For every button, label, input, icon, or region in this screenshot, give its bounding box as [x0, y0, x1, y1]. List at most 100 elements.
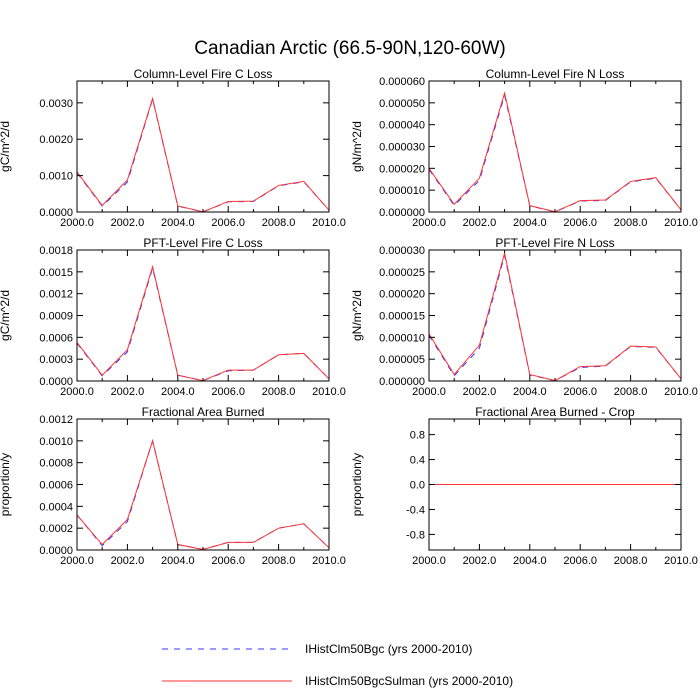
legend: IHistClm50Bgc (yrs 2000-2010) IHistClm50…	[162, 642, 513, 688]
x-tick-label: 2010.0	[312, 555, 346, 567]
series-line-ihistclm50bgc-yrs-2000-2010	[76, 438, 330, 550]
y-tick-label: 0.8	[410, 430, 425, 442]
y-tick-label: 0.0018	[39, 245, 73, 257]
plot-frame	[428, 249, 682, 382]
x-tick-label: 2008.0	[614, 555, 648, 567]
x-tick-label: 2006.0	[211, 217, 245, 229]
series-line-ihistclm50bgcsulman-yrs-2000-2010	[76, 438, 330, 550]
y-tick-label: 0.000015	[379, 311, 425, 323]
y-tick-label: 0.000005	[379, 354, 425, 366]
y-tick-label: 0.4	[410, 455, 425, 467]
y-axis-label: gC/m^2/d	[0, 290, 12, 341]
chart-fractional-area-burned-crop: Fractional Area Burned - Crop proportion/…	[350, 405, 698, 567]
y-tick-label: 0.0004	[39, 501, 73, 513]
y-tick-label: 0.0009	[39, 311, 73, 323]
x-tick-label: 2002.0	[463, 555, 497, 567]
chart-pft-level-fire-n-loss: PFT-Level Fire N Loss gN/m^2/d 2000.0 2002.…	[350, 236, 698, 398]
y-axis-label: gC/m^2/d	[0, 121, 12, 172]
x-tick-label: 2004.0	[513, 217, 547, 229]
x-tick-label: 2008.0	[262, 555, 296, 567]
y-tick-label: 0.0010	[39, 171, 73, 183]
y-tick-label: 0.000060	[379, 76, 425, 88]
x-tick-label: 2010.0	[312, 217, 346, 229]
y-tick-label: 0.0012	[39, 414, 73, 426]
x-tick-label: 2002.0	[111, 217, 145, 229]
y-tick-label: 0.000000	[379, 207, 425, 219]
y-tick-label: 0.000030	[379, 142, 425, 154]
x-tick-label: 2010.0	[664, 386, 698, 398]
legend-label-case2: IHistClm50BgcSulman (yrs 2000-2010)	[305, 674, 513, 688]
x-tick-label: 2002.0	[463, 217, 497, 229]
series-line-ihistclm50bgc-yrs-2000-2010	[428, 93, 682, 213]
chart-title: PFT-Level Fire N Loss	[495, 236, 614, 250]
chart-column-level-fire-n-loss: Column-Level Fire N Loss gN/m^2/d 2000.0 20…	[350, 67, 698, 229]
x-tick-label: 2000.0	[60, 386, 94, 398]
x-tick-label: 2008.0	[614, 386, 648, 398]
series-line-ihistclm50bgcsulman-yrs-2000-2010	[428, 252, 682, 382]
y-tick-label: 0.0010	[39, 436, 73, 448]
chart-title: Column-Level Fire N Loss	[486, 67, 625, 81]
y-tick-label: 0.000020	[379, 289, 425, 301]
y-tick-label: 0.000010	[379, 332, 425, 344]
plot-frame	[76, 418, 330, 551]
series-line-ihistclm50bgc-yrs-2000-2010	[76, 266, 330, 382]
x-tick-label: 2006.0	[563, 217, 597, 229]
x-tick-label: 2004.0	[161, 386, 195, 398]
y-tick-label: 0.0000	[39, 545, 73, 557]
chart-panels: Column-Level Fire C Loss gC/m^2/d 2000.0 20…	[0, 67, 698, 567]
x-tick-label: 2010.0	[664, 217, 698, 229]
chart-pft-level-fire-c-loss: PFT-Level Fire C Loss gC/m^2/d 2000.0 2002.…	[0, 236, 346, 398]
figure-title: Canadian Arctic (66.5-90N,120-60W)	[194, 38, 506, 59]
x-tick-label: 2004.0	[161, 555, 195, 567]
x-tick-label: 2000.0	[412, 555, 446, 567]
x-tick-label: 2008.0	[262, 386, 296, 398]
series-line-ihistclm50bgcsulman-yrs-2000-2010	[76, 96, 330, 213]
chart-column-level-fire-c-loss: Column-Level Fire C Loss gC/m^2/d 2000.0 20…	[0, 67, 346, 229]
x-tick-label: 2000.0	[60, 217, 94, 229]
y-tick-label: 0.000030	[379, 245, 425, 257]
y-tick-label: 0.0	[410, 480, 425, 492]
y-axis-label: gN/m^2/d	[350, 290, 364, 341]
x-tick-label: 2004.0	[513, 555, 547, 567]
y-tick-label: 0.0006	[39, 480, 73, 492]
x-tick-label: 2006.0	[211, 386, 245, 398]
plot-frame	[76, 249, 330, 382]
x-tick-label: 2006.0	[563, 386, 597, 398]
x-tick-label: 2000.0	[412, 386, 446, 398]
x-tick-label: 2006.0	[211, 555, 245, 567]
x-tick-label: 2006.0	[563, 555, 597, 567]
y-tick-label: 0.0003	[39, 354, 73, 366]
x-tick-label: 2008.0	[262, 217, 296, 229]
y-axis-label: proportion/y	[0, 453, 12, 516]
x-tick-label: 2010.0	[312, 386, 346, 398]
y-tick-label: 0.000050	[379, 98, 425, 110]
legend-label-case1: IHistClm50Bgc (yrs 2000-2010)	[305, 642, 472, 656]
y-tick-label: 0.0000	[39, 376, 73, 388]
y-tick-label: -0.8	[406, 529, 425, 541]
chart-title: Column-Level Fire C Loss	[134, 67, 273, 81]
x-tick-label: 2000.0	[60, 555, 94, 567]
series-line-ihistclm50bgcsulman-yrs-2000-2010	[76, 264, 330, 382]
x-tick-label: 2000.0	[412, 217, 446, 229]
x-tick-label: 2002.0	[463, 386, 497, 398]
chart-title: Fractional Area Burned	[142, 405, 265, 419]
y-tick-label: 0.000025	[379, 267, 425, 279]
y-tick-label: 0.0030	[39, 98, 73, 110]
chart-title: Fractional Area Burned - Crop	[475, 405, 635, 419]
series-line-ihistclm50bgcsulman-yrs-2000-2010	[428, 91, 682, 213]
y-tick-label: 0.0012	[39, 289, 73, 301]
x-tick-label: 2008.0	[614, 217, 648, 229]
y-tick-label: 0.000000	[379, 376, 425, 388]
y-tick-label: 0.0006	[39, 332, 73, 344]
x-tick-label: 2004.0	[513, 386, 547, 398]
y-tick-label: 0.0000	[39, 207, 73, 219]
y-tick-label: 0.000020	[379, 163, 425, 175]
y-tick-label: 0.0020	[39, 134, 73, 146]
y-tick-label: 0.0015	[39, 267, 73, 279]
y-tick-label: 0.0002	[39, 523, 73, 535]
y-tick-label: 0.000040	[379, 120, 425, 132]
y-axis-label: proportion/y	[350, 453, 364, 516]
y-tick-label: -0.4	[406, 504, 425, 516]
y-tick-label: 0.000010	[379, 185, 425, 197]
